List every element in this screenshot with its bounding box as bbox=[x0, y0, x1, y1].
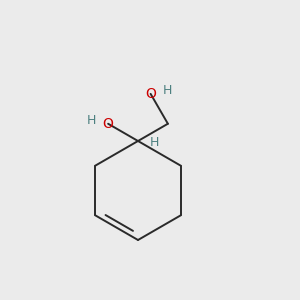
Text: H: H bbox=[150, 136, 159, 149]
Text: H: H bbox=[162, 84, 172, 98]
Text: O: O bbox=[103, 117, 114, 131]
Text: H: H bbox=[87, 114, 96, 127]
Text: O: O bbox=[145, 87, 156, 101]
